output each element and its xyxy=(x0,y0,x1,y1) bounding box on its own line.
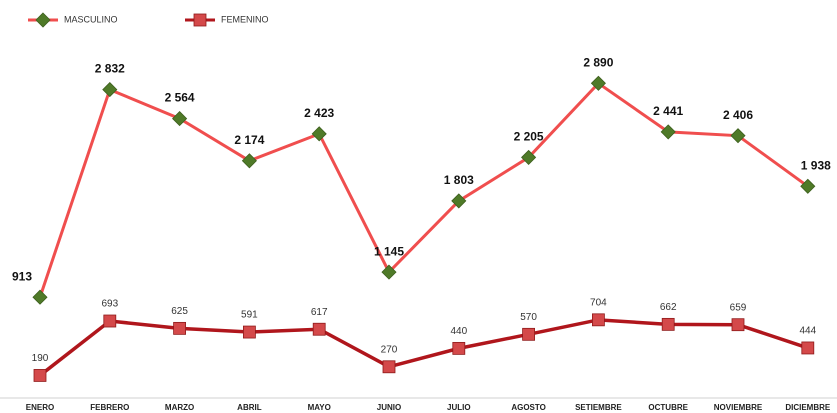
data-label: 2 890 xyxy=(583,55,613,69)
x-tick-label: MARZO xyxy=(165,403,194,412)
data-label: 693 xyxy=(101,299,118,310)
marker xyxy=(801,341,815,355)
marker xyxy=(521,149,537,165)
data-label: 444 xyxy=(799,326,816,337)
data-label: 2 205 xyxy=(514,130,544,144)
x-tick-label: OCTUBRE xyxy=(648,403,688,412)
data-label: 625 xyxy=(171,306,188,317)
marker xyxy=(173,321,187,335)
data-label: 1 803 xyxy=(444,173,474,187)
marker xyxy=(382,360,396,374)
data-label: 662 xyxy=(660,302,677,313)
data-label: 2 832 xyxy=(95,62,125,76)
data-label: 659 xyxy=(730,302,747,313)
marker xyxy=(32,289,48,305)
data-label: 570 xyxy=(520,312,537,323)
data-label: 704 xyxy=(590,297,607,308)
data-label: 270 xyxy=(381,344,398,355)
x-tick-label: DICIEMBRE xyxy=(785,403,831,412)
marker xyxy=(661,317,675,331)
x-tick-label: NOVIEMBRE xyxy=(714,403,763,412)
line xyxy=(38,81,809,298)
marker xyxy=(103,314,117,328)
data-label: 190 xyxy=(32,353,49,364)
marker xyxy=(193,13,207,27)
data-label: 1 145 xyxy=(374,244,404,258)
data-label: 2 174 xyxy=(234,133,264,147)
marker xyxy=(800,178,816,194)
marker xyxy=(312,322,326,336)
line xyxy=(38,318,809,377)
marker xyxy=(172,111,188,127)
data-label: 617 xyxy=(311,307,328,318)
data-label: 2 423 xyxy=(304,106,334,120)
marker xyxy=(452,341,466,355)
marker xyxy=(241,153,257,169)
x-tick-label: FEBRERO xyxy=(90,403,129,412)
data-label: 2 406 xyxy=(723,108,753,122)
marker xyxy=(451,193,467,209)
legend-label: MASCULINO xyxy=(64,14,118,24)
x-tick-label: ENERO xyxy=(26,403,54,412)
data-label: 2 441 xyxy=(653,104,683,118)
x-tick-label: MAYO xyxy=(308,403,331,412)
marker xyxy=(381,264,397,280)
data-label: 913 xyxy=(12,269,32,283)
data-label: 1 938 xyxy=(801,158,831,172)
x-tick-label: SETIEMBRE xyxy=(575,403,622,412)
x-tick-label: ABRIL xyxy=(237,403,262,412)
data-label: 2 564 xyxy=(165,91,195,105)
marker xyxy=(102,82,118,98)
marker xyxy=(242,325,256,339)
legend-label: FEMENINO xyxy=(221,14,269,24)
x-tick-label: AGOSTO xyxy=(511,403,546,412)
marker xyxy=(590,75,606,91)
marker xyxy=(33,369,47,382)
marker xyxy=(311,126,327,142)
data-label: 591 xyxy=(241,310,258,321)
x-tick-label: JULIO xyxy=(447,403,471,412)
marker xyxy=(592,313,605,327)
marker xyxy=(35,12,51,28)
marker xyxy=(730,128,746,144)
marker xyxy=(660,124,676,140)
marker xyxy=(731,318,745,332)
x-tick-label: JUNIO xyxy=(377,403,401,412)
marker xyxy=(522,327,535,341)
data-label: 440 xyxy=(450,326,467,337)
